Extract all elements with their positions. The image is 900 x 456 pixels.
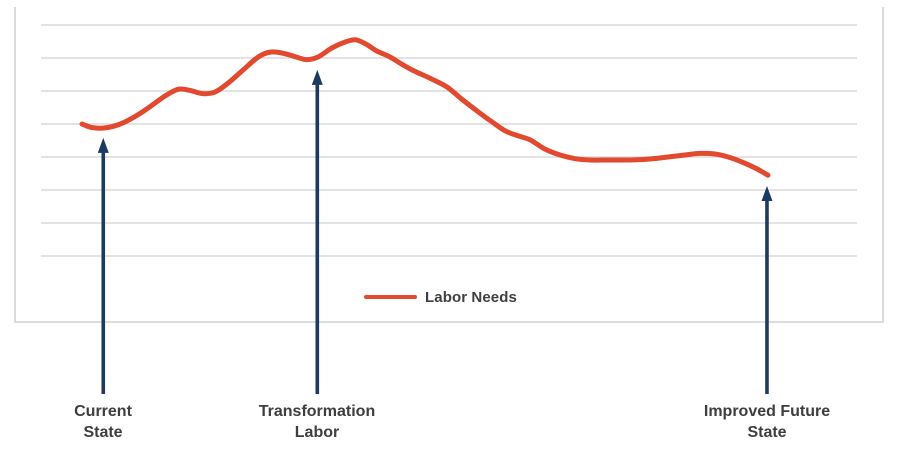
chart-frame — [14, 7, 884, 323]
annotation-label-transformation-labor: Transformation Labor — [207, 401, 427, 443]
annotation-label-line: Transformation — [258, 403, 376, 420]
annotation-label-line: State — [747, 424, 787, 441]
annotation-label-current-state: Current State — [0, 401, 213, 443]
labor-needs-line — [79, 37, 771, 178]
annotation-label-line: Current — [74, 403, 132, 420]
legend: Labor Needs — [364, 287, 517, 307]
annotation-label-improved-future-state: Improved Future State — [657, 401, 877, 443]
annotation-arrow-head-current-state — [97, 137, 109, 153]
annotation-arrow-head-transformation-labor — [311, 69, 323, 85]
annotation-label-line: Labor — [294, 424, 340, 441]
annotation-label-line: State — [83, 424, 123, 441]
annotation-arrow-head-improved-future-state — [761, 186, 773, 202]
annotation-label-line: Improved Future — [703, 403, 831, 420]
legend-label: Labor Needs — [425, 288, 517, 306]
legend-line-swatch — [364, 295, 417, 299]
